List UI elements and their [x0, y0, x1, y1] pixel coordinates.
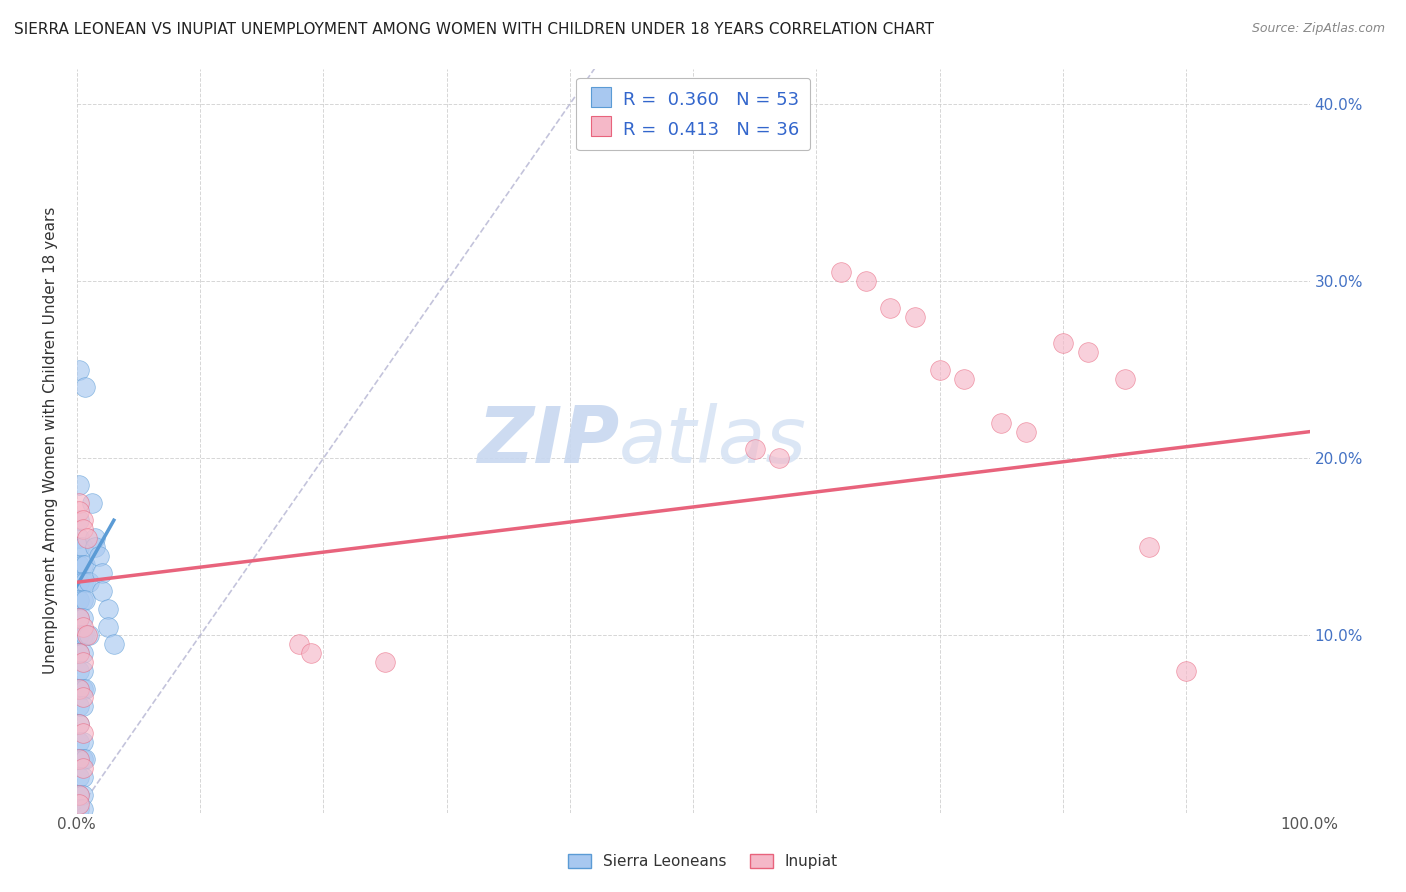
Point — [72, 690, 94, 705]
Y-axis label: Unemployment Among Women with Children Under 18 years: Unemployment Among Women with Children U… — [44, 207, 58, 674]
Point — [67, 646, 90, 660]
Point — [67, 646, 90, 660]
Point — [75, 593, 97, 607]
Point — [1114, 371, 1136, 385]
Point — [72, 619, 94, 633]
Point — [67, 628, 90, 642]
Point — [67, 788, 90, 802]
Point — [67, 478, 90, 492]
Point — [67, 752, 90, 766]
Point — [67, 752, 90, 766]
Point — [67, 717, 90, 731]
Point — [72, 628, 94, 642]
Point — [904, 310, 927, 324]
Point — [67, 575, 90, 590]
Point — [1077, 345, 1099, 359]
Text: atlas: atlas — [619, 402, 807, 478]
Point — [72, 726, 94, 740]
Point — [75, 752, 97, 766]
Point — [97, 602, 120, 616]
Point — [67, 531, 90, 545]
Point — [374, 655, 396, 669]
Point — [72, 575, 94, 590]
Point — [87, 549, 110, 563]
Point — [75, 628, 97, 642]
Point — [855, 274, 877, 288]
Point — [67, 593, 90, 607]
Point — [67, 717, 90, 731]
Point — [72, 646, 94, 660]
Point — [72, 540, 94, 554]
Legend: R =  0.360   N = 53, R =  0.413   N = 36: R = 0.360 N = 53, R = 0.413 N = 36 — [576, 78, 810, 151]
Point — [75, 575, 97, 590]
Point — [67, 797, 90, 811]
Text: Source: ZipAtlas.com: Source: ZipAtlas.com — [1251, 22, 1385, 36]
Point — [72, 664, 94, 678]
Point — [67, 495, 90, 509]
Point — [990, 416, 1012, 430]
Point — [928, 362, 950, 376]
Point — [67, 770, 90, 784]
Point — [72, 513, 94, 527]
Point — [72, 788, 94, 802]
Point — [67, 664, 90, 678]
Point — [67, 681, 90, 696]
Point — [80, 495, 103, 509]
Point — [72, 655, 94, 669]
Point — [72, 593, 94, 607]
Point — [72, 610, 94, 624]
Point — [72, 558, 94, 572]
Point — [72, 761, 94, 775]
Point — [72, 699, 94, 714]
Point — [72, 734, 94, 748]
Point — [76, 628, 98, 642]
Legend: Sierra Leoneans, Inupiat: Sierra Leoneans, Inupiat — [562, 848, 844, 875]
Point — [77, 628, 100, 642]
Point — [67, 504, 90, 518]
Point — [75, 558, 97, 572]
Point — [1137, 540, 1160, 554]
Point — [67, 610, 90, 624]
Point — [67, 513, 90, 527]
Point — [879, 301, 901, 315]
Text: SIERRA LEONEAN VS INUPIAT UNEMPLOYMENT AMONG WOMEN WITH CHILDREN UNDER 18 YEARS : SIERRA LEONEAN VS INUPIAT UNEMPLOYMENT A… — [14, 22, 934, 37]
Point — [72, 522, 94, 536]
Point — [97, 619, 120, 633]
Point — [67, 558, 90, 572]
Point — [768, 451, 790, 466]
Text: ZIP: ZIP — [477, 402, 619, 478]
Point — [84, 531, 107, 545]
Point — [287, 637, 309, 651]
Point — [75, 681, 97, 696]
Point — [1015, 425, 1038, 439]
Point — [77, 575, 100, 590]
Point — [830, 265, 852, 279]
Point — [76, 531, 98, 545]
Point — [1175, 664, 1198, 678]
Point — [72, 802, 94, 816]
Point — [67, 540, 90, 554]
Point — [67, 610, 90, 624]
Point — [75, 380, 97, 394]
Point — [103, 637, 125, 651]
Point — [953, 371, 976, 385]
Point — [72, 770, 94, 784]
Point — [67, 699, 90, 714]
Point — [67, 734, 90, 748]
Point — [72, 752, 94, 766]
Point — [67, 362, 90, 376]
Point — [84, 540, 107, 554]
Point — [67, 802, 90, 816]
Point — [90, 584, 112, 599]
Point — [67, 788, 90, 802]
Point — [1052, 336, 1074, 351]
Point — [299, 646, 322, 660]
Point — [90, 566, 112, 581]
Point — [67, 681, 90, 696]
Point — [744, 442, 766, 457]
Point — [72, 681, 94, 696]
